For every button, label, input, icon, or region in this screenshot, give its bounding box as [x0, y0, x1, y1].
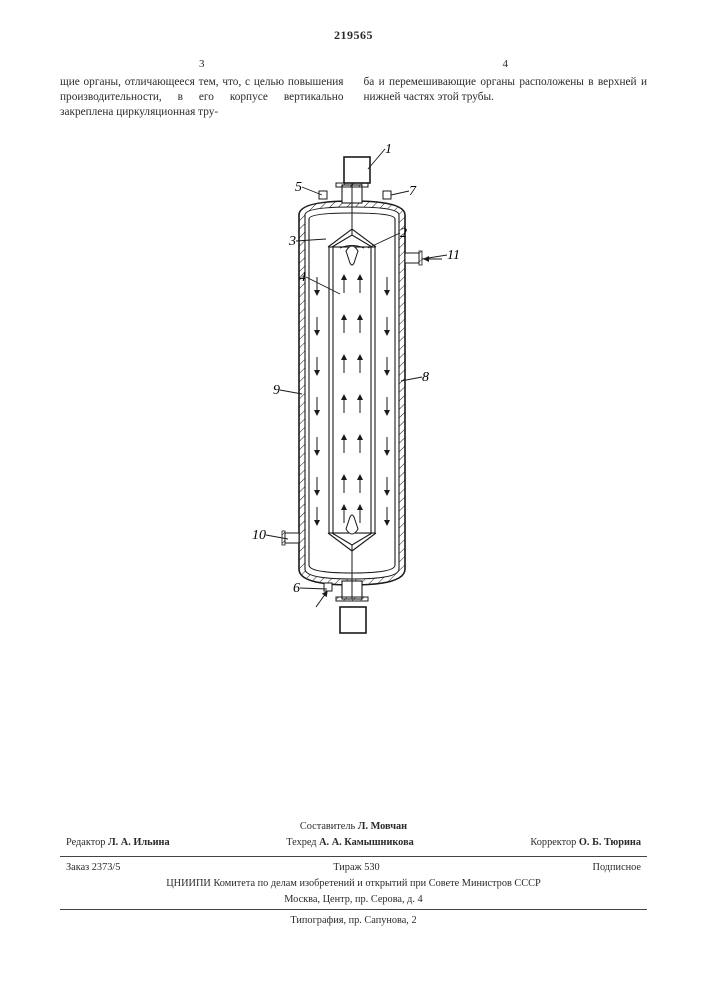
patent-number: 219565	[60, 28, 647, 43]
svg-text:4: 4	[299, 270, 306, 285]
svg-text:7: 7	[409, 184, 417, 199]
device-diagram: 1 5 7 3 2 4 11 9 8 10 6	[204, 129, 504, 654]
svg-text:8: 8	[422, 370, 429, 385]
corrector-name: О. Б. Тюрина	[579, 837, 641, 848]
column-left-number: 3	[60, 57, 344, 72]
publisher-org: ЦНИИПИ Комитета по делам изобретений и о…	[60, 877, 647, 891]
svg-text:11: 11	[447, 248, 460, 263]
divider-2	[60, 909, 647, 910]
order-code: Заказ 2373/5	[66, 861, 120, 875]
corrector-label: Корректор	[530, 837, 576, 848]
editor-label: Редактор	[66, 837, 105, 848]
print-run: Тираж 530	[333, 861, 379, 875]
compiler-name: Л. Мовчан	[358, 821, 407, 832]
column-left: 3 щие органы, отличающееся тем, что, с ц…	[60, 57, 344, 121]
publisher-address: Москва, Центр, пр. Серова, д. 4	[60, 893, 647, 907]
text-columns: 3 щие органы, отличающееся тем, что, с ц…	[60, 57, 647, 121]
svg-text:6: 6	[293, 581, 300, 596]
svg-text:2: 2	[400, 226, 407, 241]
tech-editor-name: А. А. Камышникова	[319, 837, 414, 848]
svg-text:10: 10	[252, 528, 266, 543]
svg-text:5: 5	[295, 180, 302, 195]
tech-editor-label: Техред	[286, 837, 316, 848]
svg-text:1: 1	[385, 142, 392, 157]
svg-text:9: 9	[273, 383, 280, 398]
column-left-text: щие органы, отличающееся тем, что, с цел…	[60, 76, 344, 119]
footer-block: Составитель Л. Мовчан Редактор Л. А. Иль…	[60, 820, 647, 928]
column-right: 4 ба и перемешивающие органы расположены…	[364, 57, 648, 121]
compiler-label: Составитель	[300, 821, 355, 832]
subscription: Подписное	[593, 861, 641, 875]
editor-name: Л. А. Ильина	[108, 837, 170, 848]
column-right-number: 4	[364, 57, 648, 72]
typography-line: Типография, пр. Сапунова, 2	[60, 914, 647, 928]
column-right-text: ба и перемешивающие органы расположены в…	[364, 76, 648, 103]
svg-text:3: 3	[288, 234, 296, 249]
divider-1	[60, 856, 647, 857]
